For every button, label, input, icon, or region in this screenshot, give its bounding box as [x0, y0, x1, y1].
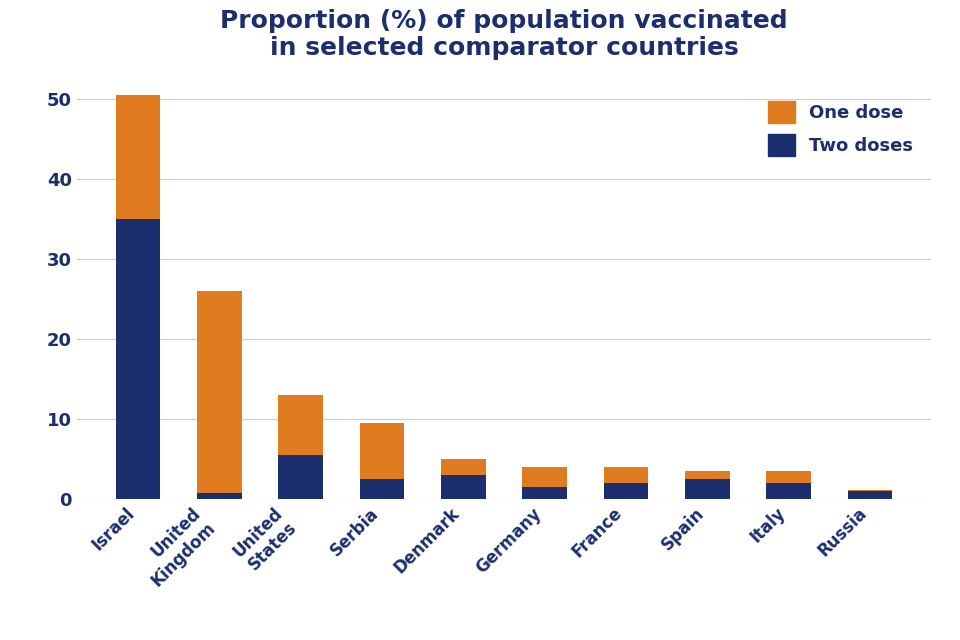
Bar	[115, 95, 160, 219]
Bar	[604, 467, 648, 483]
Bar	[522, 467, 567, 487]
Bar	[848, 490, 893, 492]
Bar	[441, 475, 486, 499]
Bar	[766, 483, 811, 499]
Bar	[115, 219, 160, 499]
Bar	[197, 291, 242, 493]
Bar	[604, 483, 648, 499]
Bar	[278, 395, 323, 455]
Bar	[360, 423, 404, 479]
Bar	[766, 471, 811, 483]
Bar	[441, 460, 486, 475]
Title: Proportion (%) of population vaccinated
in selected comparator countries: Proportion (%) of population vaccinated …	[220, 8, 788, 60]
Bar	[360, 479, 404, 499]
Bar	[685, 479, 730, 499]
Bar	[685, 471, 730, 479]
Bar	[522, 487, 567, 499]
Bar	[278, 455, 323, 499]
Bar	[848, 492, 893, 499]
Legend: One dose, Two doses: One dose, Two doses	[758, 92, 923, 165]
Bar	[197, 493, 242, 499]
